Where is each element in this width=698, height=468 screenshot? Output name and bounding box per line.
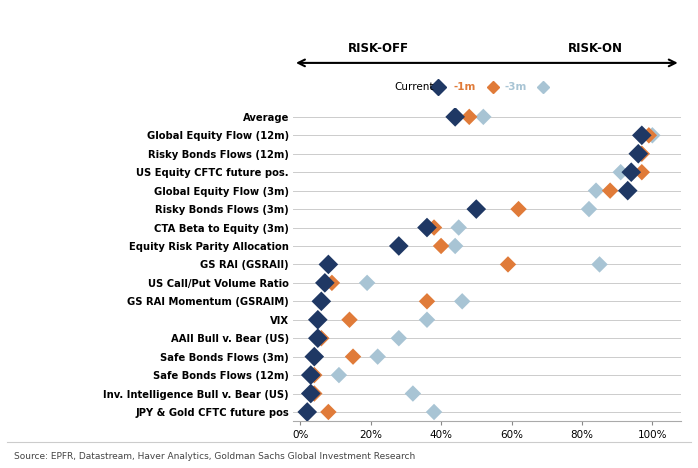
- Point: [456, 298, 468, 305]
- Point: [309, 371, 320, 379]
- Point: [632, 150, 644, 158]
- Point: [302, 408, 313, 416]
- Point: [305, 371, 316, 379]
- Point: [309, 353, 320, 360]
- Point: [393, 335, 404, 342]
- Point: [647, 132, 658, 139]
- Point: [348, 353, 359, 360]
- Point: [319, 279, 330, 286]
- Point: [644, 132, 655, 139]
- Point: [315, 298, 327, 305]
- Point: [450, 113, 461, 121]
- Point: [322, 261, 334, 268]
- Point: [408, 390, 419, 397]
- Point: [632, 150, 644, 158]
- Point: [594, 261, 605, 268]
- Point: [422, 316, 433, 323]
- Point: [477, 113, 489, 121]
- Point: [625, 168, 637, 176]
- Point: [393, 242, 404, 250]
- Point: [637, 150, 648, 158]
- Point: [322, 408, 334, 416]
- Point: [362, 279, 373, 286]
- Point: [450, 242, 461, 250]
- Point: [312, 335, 323, 342]
- Point: [584, 205, 595, 213]
- Text: -3m: -3m: [504, 82, 527, 92]
- Point: [422, 298, 433, 305]
- Point: [315, 335, 327, 342]
- Point: [615, 168, 626, 176]
- Text: Current: Current: [394, 82, 433, 92]
- Point: [463, 113, 475, 121]
- Point: [429, 224, 440, 231]
- Point: [591, 187, 602, 194]
- Text: -1m: -1m: [454, 82, 476, 92]
- Point: [422, 224, 433, 231]
- Point: [503, 261, 514, 268]
- Text: RISK-ON: RISK-ON: [568, 42, 623, 55]
- Point: [334, 371, 345, 379]
- Point: [637, 168, 648, 176]
- Point: [453, 224, 464, 231]
- Point: [470, 205, 482, 213]
- Point: [309, 390, 320, 397]
- Point: [604, 187, 616, 194]
- Point: [513, 205, 524, 213]
- Text: RISK-OFF: RISK-OFF: [348, 42, 409, 55]
- Point: [326, 279, 338, 286]
- Point: [436, 242, 447, 250]
- Point: [312, 316, 323, 323]
- Point: [372, 353, 383, 360]
- Text: Source: EPFR, Datastream, Haver Analytics, Goldman Sachs Global Investment Resea: Source: EPFR, Datastream, Haver Analytic…: [14, 452, 415, 461]
- Point: [344, 316, 355, 323]
- Point: [622, 187, 633, 194]
- Point: [637, 132, 648, 139]
- Point: [429, 408, 440, 416]
- Point: [305, 390, 316, 397]
